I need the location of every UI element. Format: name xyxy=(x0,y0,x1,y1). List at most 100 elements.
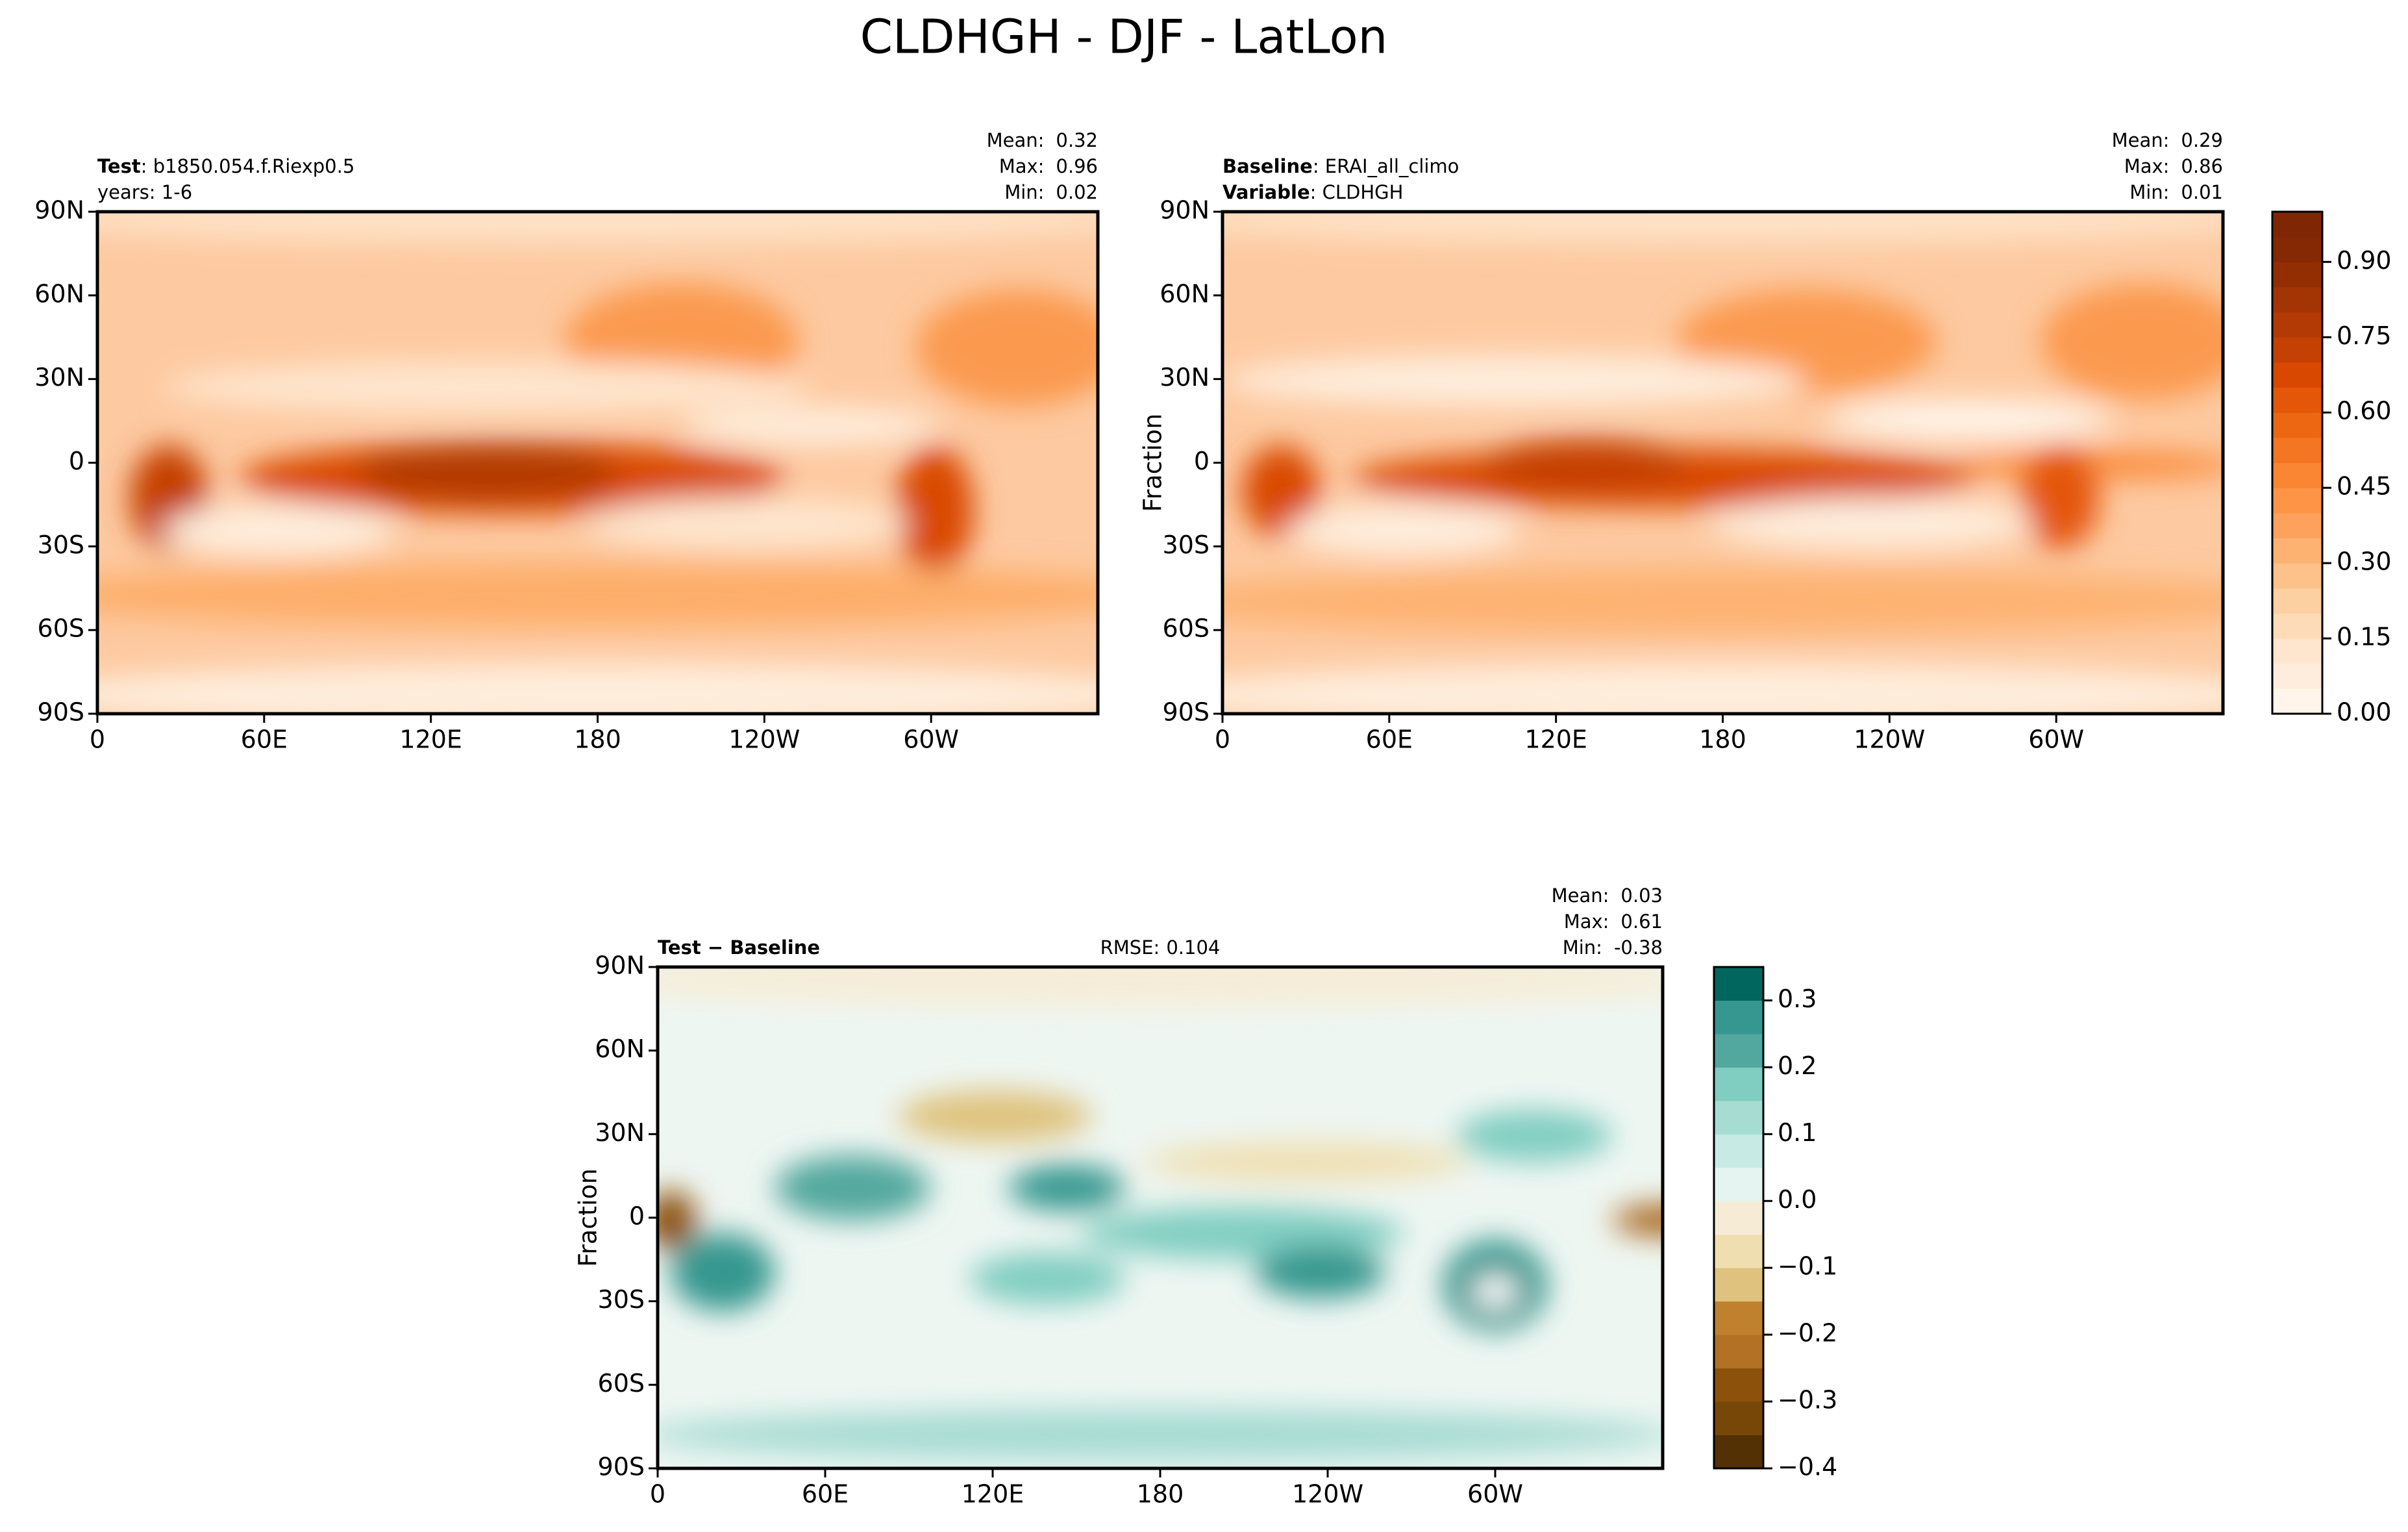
colorbar-tick-label: 0.1 xyxy=(1778,1118,1817,1147)
stat-value: 0.86 xyxy=(2181,155,2223,177)
field-difference xyxy=(658,967,1663,1468)
colorbar-tick-label: 0.2 xyxy=(1778,1051,1817,1080)
x-tick-label: 60E xyxy=(241,725,288,754)
stat: Min: 0.01 xyxy=(2129,181,2223,203)
colorbar-band xyxy=(1714,1167,1763,1201)
stat: Min: 0.02 xyxy=(1004,181,1098,203)
y-tick-label: 60S xyxy=(38,614,84,643)
stat-value: 0.61 xyxy=(1620,910,1663,933)
y-tick-label: 30N xyxy=(34,363,84,392)
colorbar-band xyxy=(2272,286,2322,313)
y-tick-label: 90N xyxy=(595,951,645,980)
subtitle-part: : CLDHGH xyxy=(1310,181,1404,203)
x-tick-label: 180 xyxy=(1137,1480,1184,1509)
colorbar-band xyxy=(1714,1301,1763,1335)
colorbar-band xyxy=(2272,488,2322,514)
colorbar-band xyxy=(1714,1368,1763,1402)
colorbar-band xyxy=(1714,1067,1763,1101)
y-tick-label: 0 xyxy=(1194,447,1210,475)
stat-name: Max: xyxy=(1564,910,1609,933)
rmse-name: RMSE: xyxy=(1100,936,1160,959)
stat-name: Min: xyxy=(1004,181,1044,203)
y-tick-label: 90S xyxy=(1163,698,1210,727)
stat-value: 0.29 xyxy=(2181,129,2223,151)
colorbar-band xyxy=(2272,613,2322,639)
colorbar-band xyxy=(2272,337,2322,363)
stat-name: Mean: xyxy=(1552,885,1609,907)
y-tick-label: 30S xyxy=(1163,531,1210,559)
subtitle: Test − Baseline xyxy=(658,936,820,959)
colorbar-tick-label: 0.30 xyxy=(2337,547,2392,576)
y-tick-label: 90N xyxy=(1160,196,1210,225)
colorbar-band xyxy=(2272,563,2322,589)
colorbar-tick-label: −0.1 xyxy=(1778,1252,1837,1281)
subtitle-part: : ERAI_all_climo xyxy=(1313,155,1459,177)
colorbar-band xyxy=(2272,387,2322,413)
y-tick-label: 30S xyxy=(38,531,84,559)
stat: Mean: 0.03 xyxy=(1552,885,1663,907)
stat: Max: 0.61 xyxy=(1564,910,1663,933)
colorbar-band xyxy=(2272,688,2322,714)
colorbar-band xyxy=(1714,1268,1763,1302)
stat: Mean: 0.29 xyxy=(2112,129,2223,151)
x-tick-label: 60E xyxy=(802,1480,849,1509)
stat-value: 0.96 xyxy=(1056,155,1098,177)
colorbar-band xyxy=(1714,1134,1763,1168)
y-tick-label: 30N xyxy=(1160,363,1210,392)
stat-value: 0.03 xyxy=(1620,885,1663,907)
subtitle: Test: b1850.054.f.Riexp0.5 xyxy=(97,155,354,177)
x-tick-label: 0 xyxy=(90,725,105,754)
stat-name: Mean: xyxy=(2112,129,2170,151)
x-tick-label: 120W xyxy=(728,725,800,754)
colorbar-band xyxy=(1714,1100,1763,1135)
y-tick-label: 30N xyxy=(595,1118,645,1147)
colorbar-band xyxy=(1714,1234,1763,1268)
colorbar-tick-label: −0.4 xyxy=(1778,1453,1837,1481)
colorbar-tick-label: 0.75 xyxy=(2337,321,2392,350)
y-tick-label: 60S xyxy=(1163,614,1210,643)
subtitle-part: years: 1-6 xyxy=(97,181,192,203)
colorbar-tick-label: −0.3 xyxy=(1778,1386,1837,1414)
x-tick-label: 60W xyxy=(903,725,959,754)
colorbar-frame xyxy=(1713,966,1765,1470)
y-axis-label: Fraction xyxy=(574,1168,602,1267)
x-tick-label: 180 xyxy=(574,725,621,754)
colorbar-band xyxy=(2272,588,2322,614)
y-tick-label: 60S xyxy=(598,1369,645,1398)
x-tick-label: 120E xyxy=(962,1480,1024,1509)
colorbar-band xyxy=(2272,312,2322,338)
colorbar-band xyxy=(2272,412,2322,438)
stat: Mean: 0.32 xyxy=(987,129,1098,151)
y-tick-label: 90S xyxy=(38,698,84,727)
x-tick-label: 60E xyxy=(1366,725,1413,754)
colorbar-band xyxy=(2272,212,2322,238)
x-tick-label: 0 xyxy=(1215,725,1230,754)
stat: Min: -0.38 xyxy=(1563,936,1663,959)
y-tick-label: 90N xyxy=(34,196,84,225)
stat-name: Max: xyxy=(999,155,1045,177)
y-tick-label: 30S xyxy=(598,1285,645,1314)
colorbar-band xyxy=(1714,1335,1763,1369)
field-test xyxy=(97,212,1098,714)
subtitle-part: Test − Baseline xyxy=(658,936,820,959)
x-tick-label: 60W xyxy=(1467,1480,1523,1509)
y-axis-label: Fraction xyxy=(1139,414,1167,512)
y-tick-label: 60N xyxy=(595,1035,645,1063)
subtitle-part: Baseline xyxy=(1223,155,1313,177)
colorbar-tick-label: 0.90 xyxy=(2337,246,2392,275)
colorbar-band xyxy=(2272,512,2322,538)
stat: Max: 0.96 xyxy=(999,155,1098,177)
rmse-value: 0.104 xyxy=(1166,936,1220,959)
x-tick-label: 120W xyxy=(1854,725,1925,754)
colorbar-tick-label: 0.0 xyxy=(1778,1185,1817,1214)
colorbar-tick-label: 0.45 xyxy=(2337,472,2392,501)
colorbar-band xyxy=(2272,663,2322,689)
subtitle-part: : b1850.054.f.Riexp0.5 xyxy=(141,155,355,177)
x-tick-label: 120E xyxy=(1524,725,1587,754)
y-tick-label: 90S xyxy=(598,1453,645,1481)
colorbar-band xyxy=(2272,462,2322,488)
stat-value: 0.02 xyxy=(1056,181,1098,203)
colorbar-band xyxy=(1714,1000,1763,1035)
